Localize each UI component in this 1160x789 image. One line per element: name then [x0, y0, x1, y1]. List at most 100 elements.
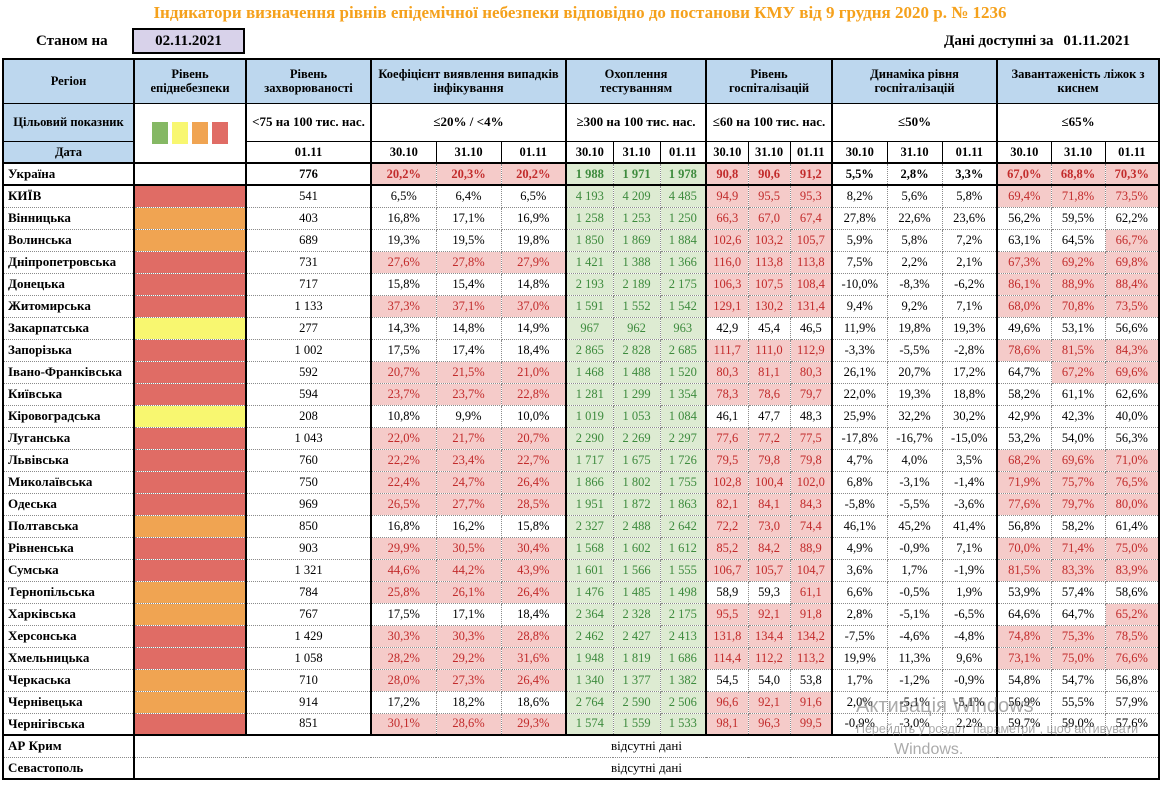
- orange-level-swatch: [192, 121, 208, 144]
- hospitalization-cell: 91,2: [790, 162, 833, 186]
- dynamics-cell: 23,6%: [942, 207, 998, 230]
- testing-cell: 2 175: [660, 603, 707, 626]
- red-level-swatch: [212, 121, 228, 144]
- no-data-cell: відсутні дані: [132, 735, 1160, 758]
- dynamics-cell: -5,5%: [887, 339, 943, 362]
- detection-cell: 16,8%: [370, 515, 437, 538]
- testing-cell: 2 328: [613, 603, 661, 626]
- region-cell: Дніпропетровська: [3, 251, 135, 274]
- region-cell: Волинська: [3, 229, 135, 252]
- hospitalization-cell: 106,3: [705, 273, 749, 296]
- hospitalization-cell: 96,6: [705, 691, 749, 714]
- table-row: Черкаська 710 28,0% 27,3% 26,4% 1 340 1 377 1 3…: [3, 669, 1160, 692]
- hospitalization-cell: 73,0: [748, 515, 791, 538]
- dynamics-cell: -7,5%: [831, 625, 888, 648]
- dynamics-cell: 6,8%: [831, 471, 888, 494]
- testing-cell: 2 193: [565, 273, 614, 296]
- detection-cell: 21,7%: [436, 427, 502, 450]
- detection-cell: 26,1%: [436, 581, 502, 604]
- beds-cell: 55,5%: [1051, 691, 1106, 714]
- detection-cell: 15,4%: [436, 273, 502, 296]
- table-row: Івано-Франківська 592 20,7% 21,5% 21,0% 1 468…: [3, 361, 1160, 384]
- level-cell: [133, 713, 247, 736]
- table-row: Чернігівська 851 30,1% 28,6% 29,3% 1 574 1 559…: [3, 713, 1160, 736]
- level-cell: [133, 669, 247, 692]
- testing-cell: 1 872: [613, 493, 661, 516]
- dynamics-cell: 5,8%: [942, 185, 998, 208]
- hospitalization-cell: 54,0: [748, 669, 791, 692]
- date-header: 01.11: [659, 140, 707, 164]
- detection-cell: 16,8%: [370, 207, 437, 230]
- level-cell: [133, 162, 247, 186]
- dynamics-cell: -5,1%: [942, 691, 998, 714]
- group-target: <75 на 100 тис. нас.: [245, 102, 372, 142]
- hospitalization-cell: 54,5: [705, 669, 749, 692]
- hospitalization-cell: 104,7: [790, 559, 833, 582]
- incidence-cell: 710: [245, 669, 372, 692]
- data-available-date: 01.11.2021: [1063, 33, 1130, 49]
- date-header: 01.11: [245, 140, 372, 164]
- testing-cell: 1 951: [565, 493, 614, 516]
- detection-cell: 20,2%: [370, 162, 437, 186]
- incidence-cell: 689: [245, 229, 372, 252]
- detection-cell: 17,5%: [370, 603, 437, 626]
- detection-cell: 17,4%: [436, 339, 502, 362]
- beds-cell: 54,7%: [1051, 669, 1106, 692]
- detection-cell: 14,3%: [370, 317, 437, 340]
- beds-cell: 88,4%: [1105, 273, 1160, 296]
- dynamics-cell: -16,7%: [887, 427, 943, 450]
- hospitalization-cell: 103,2: [748, 229, 791, 252]
- incidence-cell: 760: [245, 449, 372, 472]
- beds-cell: 81,5%: [1051, 339, 1106, 362]
- detection-cell: 28,5%: [501, 493, 567, 516]
- region-header: Регіон: [2, 58, 135, 104]
- beds-cell: 70,8%: [1051, 295, 1106, 318]
- testing-cell: 1 971: [613, 162, 661, 186]
- beds-cell: 57,4%: [1051, 581, 1106, 604]
- hospitalization-cell: 114,4: [705, 647, 749, 670]
- testing-cell: 2 488: [613, 515, 661, 538]
- region-cell: Тернопільська: [3, 581, 135, 604]
- hospitalization-cell: 92,1: [748, 691, 791, 714]
- dynamics-cell: 19,9%: [831, 647, 888, 670]
- date-row-label: Дата: [2, 140, 135, 164]
- incidence-cell: 541: [245, 185, 372, 208]
- beds-cell: 54,0%: [1051, 427, 1106, 450]
- beds-cell: 65,2%: [1105, 603, 1160, 626]
- detection-cell: 27,6%: [370, 251, 437, 274]
- level-cell: [133, 691, 247, 714]
- beds-cell: 64,7%: [1051, 603, 1106, 626]
- dynamics-cell: 19,3%: [942, 317, 998, 340]
- detection-cell: 20,7%: [501, 427, 567, 450]
- dynamics-cell: 27,8%: [831, 207, 888, 230]
- beds-cell: 68,8%: [1051, 162, 1106, 186]
- dynamics-cell: 5,8%: [887, 229, 943, 252]
- detection-cell: 30,5%: [436, 537, 502, 560]
- detection-cell: 25,8%: [370, 581, 437, 604]
- detection-cell: 6,5%: [501, 185, 567, 208]
- level-cell: [133, 449, 247, 472]
- testing-cell: 1 281: [565, 383, 614, 406]
- date-header: 31.10: [886, 140, 943, 164]
- beds-cell: 56,6%: [1105, 317, 1160, 340]
- region-cell: Вінницька: [3, 207, 135, 230]
- hospitalization-cell: 111,0: [748, 339, 791, 362]
- beds-cell: 57,6%: [1105, 713, 1160, 736]
- hospitalization-cell: 134,4: [748, 625, 791, 648]
- detection-cell: 27,7%: [436, 493, 502, 516]
- beds-cell: 86,1%: [996, 273, 1052, 296]
- group-header: Рівень захворюваності: [245, 58, 372, 104]
- hospitalization-cell: 53,8: [790, 669, 833, 692]
- detection-cell: 20,2%: [501, 162, 567, 186]
- date-header: 01.11: [1104, 140, 1160, 164]
- dynamics-cell: -5,8%: [831, 493, 888, 516]
- testing-cell: 1 884: [660, 229, 707, 252]
- detection-cell: 16,2%: [436, 515, 502, 538]
- region-cell: Чернігівська: [3, 713, 135, 736]
- hospitalization-cell: 98,1: [705, 713, 749, 736]
- dynamics-cell: 18,8%: [942, 383, 998, 406]
- level-cell: [133, 405, 247, 428]
- table-row: Харківська 767 17,5% 17,1% 18,4% 2 364 2 328 2 …: [3, 603, 1160, 626]
- beds-cell: 67,0%: [996, 162, 1052, 186]
- detection-cell: 28,0%: [370, 669, 437, 692]
